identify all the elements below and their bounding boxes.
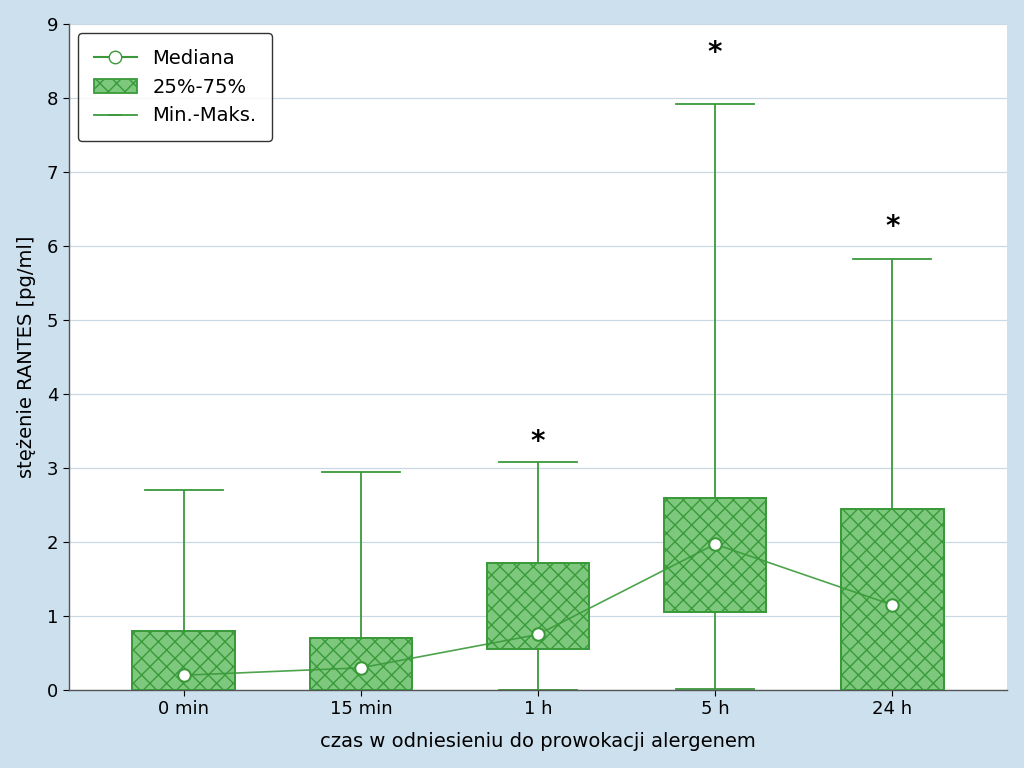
Bar bbox=[132, 631, 236, 690]
X-axis label: czas w odniesieniu do prowokacji alergenem: czas w odniesieniu do prowokacji alergen… bbox=[321, 733, 756, 751]
Bar bbox=[309, 638, 413, 690]
Text: *: * bbox=[708, 39, 722, 68]
Bar bbox=[841, 508, 943, 690]
Bar bbox=[486, 563, 590, 649]
Bar bbox=[309, 638, 413, 690]
Y-axis label: stężenie RANTES [pg/ml]: stężenie RANTES [pg/ml] bbox=[16, 236, 36, 478]
Bar bbox=[486, 563, 590, 649]
Bar bbox=[841, 508, 943, 690]
Bar bbox=[132, 631, 236, 690]
Bar bbox=[664, 498, 767, 612]
Bar bbox=[664, 498, 767, 612]
Text: *: * bbox=[885, 214, 899, 241]
Legend: Mediana, 25%-75%, Min.-Maks.: Mediana, 25%-75%, Min.-Maks. bbox=[79, 33, 272, 141]
Text: *: * bbox=[530, 428, 545, 456]
